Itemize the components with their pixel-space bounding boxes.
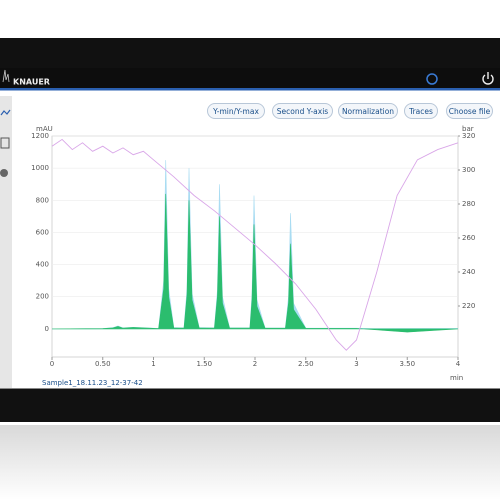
x-tick-label: 0.50 xyxy=(95,360,111,368)
y-tick-label: 800 xyxy=(36,196,49,204)
trace-area xyxy=(51,193,459,333)
toolbar-button[interactable]: Choose file xyxy=(446,103,493,119)
x-tick-label: 0 xyxy=(50,360,54,368)
settings-icon[interactable] xyxy=(0,169,8,177)
toolbar-button[interactable]: Normalization xyxy=(338,103,398,119)
sidebar xyxy=(0,96,12,388)
status-icon[interactable] xyxy=(426,73,438,85)
x-tick-label: 1 xyxy=(151,360,155,368)
x-tick-label: 4 xyxy=(456,360,461,368)
chart-icon[interactable] xyxy=(0,109,11,116)
y2-axis-label: bar xyxy=(462,125,474,133)
device-icon[interactable] xyxy=(0,137,10,149)
y2-tick-label: 280 xyxy=(462,200,475,208)
y-tick-label: 200 xyxy=(36,293,49,301)
y2-tick-label: 320 xyxy=(462,132,475,140)
toolbar-button[interactable]: Y-min/Y-max xyxy=(207,103,265,119)
header-bar xyxy=(0,68,500,88)
y-tick-label: 600 xyxy=(36,228,49,236)
y-tick-label: 1200 xyxy=(31,132,49,140)
x-tick-label: 3.50 xyxy=(399,360,415,368)
pressure-line xyxy=(51,138,459,351)
file-name: Sample1_18.11.23_12-37-42 xyxy=(42,379,143,387)
y2-tick-label: 240 xyxy=(462,268,475,276)
y2-tick-label: 300 xyxy=(462,166,475,174)
y-tick-label: 400 xyxy=(36,261,49,269)
header-accent xyxy=(0,88,500,91)
x-tick-label: 1.50 xyxy=(196,360,212,368)
y2-tick-label: 260 xyxy=(462,234,475,242)
y-tick-label: 1000 xyxy=(31,164,49,172)
y2-tick-label: 220 xyxy=(462,302,475,310)
x-tick-label: 3 xyxy=(354,360,358,368)
power-icon[interactable] xyxy=(482,72,494,85)
logo-icon xyxy=(2,69,10,83)
x-tick-label: 2 xyxy=(253,360,257,368)
toolbar-button[interactable]: Second Y-axis xyxy=(272,103,333,119)
x-tick-label: 2.50 xyxy=(298,360,314,368)
toolbar-button[interactable]: Traces xyxy=(404,103,438,119)
brand: KNAUER xyxy=(13,78,50,87)
x-axis-label: min xyxy=(450,374,463,382)
reflection xyxy=(0,425,500,500)
y-axis-label: mAU xyxy=(36,125,53,133)
screen xyxy=(0,90,500,389)
y-tick-label: 0 xyxy=(45,325,49,333)
